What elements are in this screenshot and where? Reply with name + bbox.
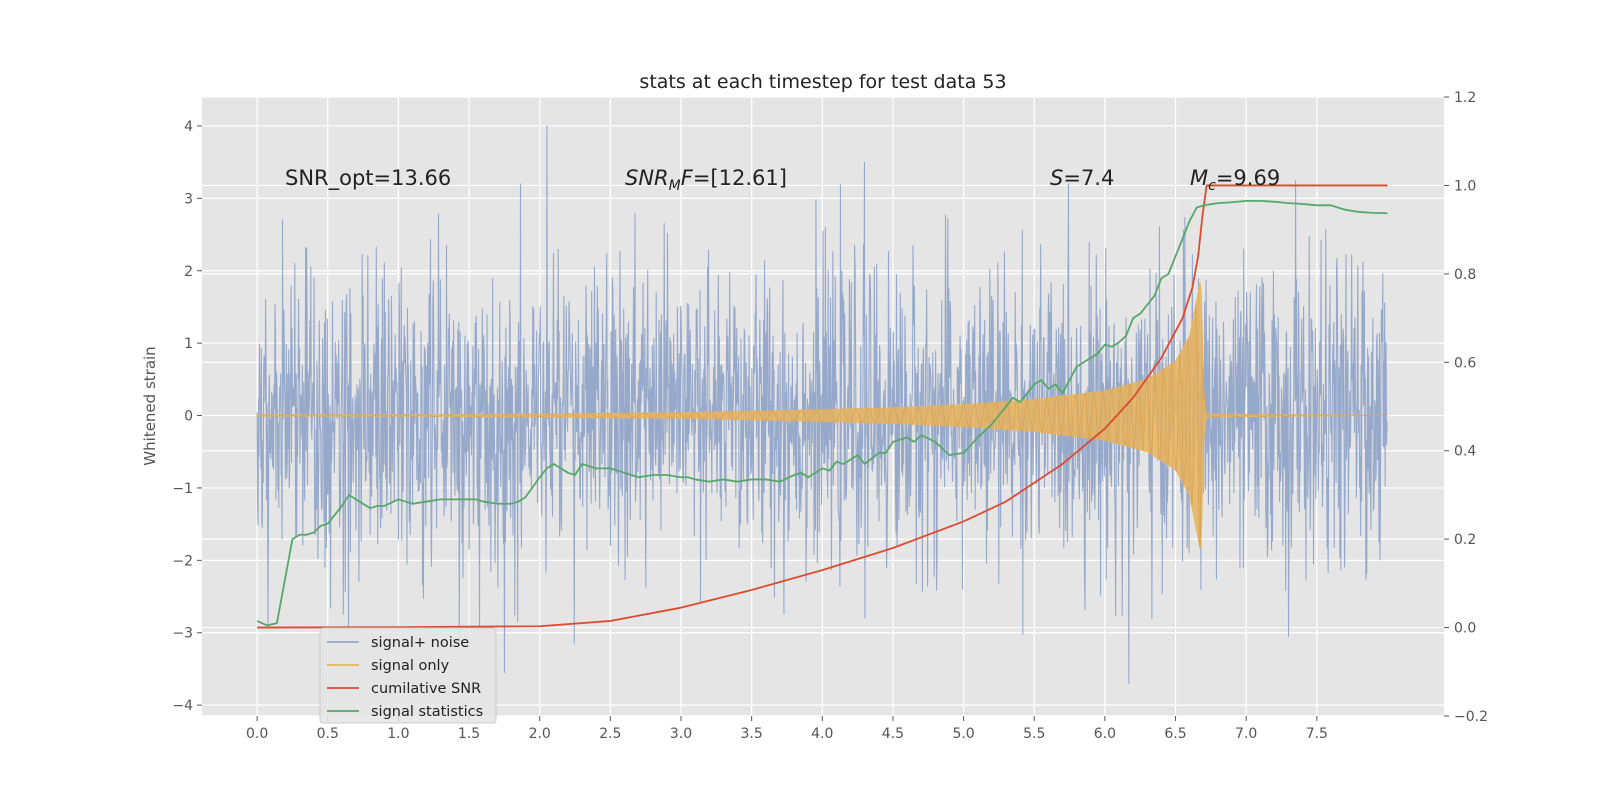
x-tick-label-3: 1.5 xyxy=(458,726,480,742)
legend-label-1: signal only xyxy=(371,658,450,674)
legend: signal+ noise signal only cumilative SNR si… xyxy=(319,627,497,724)
y-tick-label-5: 1 xyxy=(184,336,193,352)
legend-label-3: signal statistics xyxy=(371,704,483,720)
series-signal-statistics-line xyxy=(256,200,1388,627)
legend-box xyxy=(319,627,497,724)
legend-label-0: signal+ noise xyxy=(371,635,469,651)
y-tick-label-0: −4 xyxy=(172,698,193,714)
y2-tick-label-2: 0.2 xyxy=(1454,532,1476,548)
legend-label-2: cumilative SNR xyxy=(371,681,481,697)
y-tick-label-3: −1 xyxy=(172,481,193,497)
x-tick-label-9: 4.5 xyxy=(882,726,904,742)
x-tick-label-4: 2.0 xyxy=(529,726,551,742)
y-tick-label-8: 4 xyxy=(184,119,193,135)
x-tick-label-2: 1.0 xyxy=(387,726,409,742)
y-tick-label-1: −3 xyxy=(172,626,193,642)
ticks: 0.0 0.5 1.0 1.5 2.0 2.5 3.0 3.5 4.0 4.5 5.0 5.5 6.0 6… xyxy=(172,90,1488,742)
x-tick-label-13: 6.5 xyxy=(1164,726,1186,742)
series-cumulative-snr-line xyxy=(257,184,1388,629)
x-tick-label-7: 3.5 xyxy=(741,726,763,742)
annotation-1-rest-italic: F xyxy=(681,166,694,190)
y-tick-label-6: 2 xyxy=(184,264,193,280)
x-tick-label-10: 5.0 xyxy=(952,726,974,742)
x-tick-label-14: 7.0 xyxy=(1235,726,1257,742)
annotation-1-sub: M xyxy=(669,178,681,194)
y2-tick-label-3: 0.4 xyxy=(1454,444,1476,460)
annotation-3-main: M xyxy=(1190,166,1208,190)
annotation-2-rest: =7.4 xyxy=(1063,166,1114,190)
y-tick-label-7: 3 xyxy=(184,191,193,207)
annotation-0: SNR_opt=13.66 xyxy=(285,166,451,191)
annotation-1-rest-plain: =[12.61] xyxy=(693,166,787,190)
x-tick-label-11: 5.5 xyxy=(1023,726,1045,742)
series-signal-only-line xyxy=(257,304,1388,547)
data-layer xyxy=(256,125,1389,684)
y2-tick-label-1: 0.0 xyxy=(1454,621,1476,637)
x-tick-label-5: 2.5 xyxy=(599,726,621,742)
y-tick-label-2: −2 xyxy=(172,553,193,569)
annotation-2-main: S xyxy=(1050,166,1063,190)
y-tick-label-4: 0 xyxy=(184,409,193,425)
annotation-3-rest: =9.69 xyxy=(1216,166,1280,190)
x-tick-label-8: 4.0 xyxy=(811,726,833,742)
annotation-2: S=7.4 xyxy=(1050,166,1114,190)
annotation-1: SNRMF=[12.61] xyxy=(625,166,787,194)
y2-tick-label-7: 1.2 xyxy=(1454,90,1476,106)
annotation-3: Mc=9.69 xyxy=(1190,166,1280,194)
x-tick-label-1: 0.5 xyxy=(317,726,339,742)
annotation-3-sub: c xyxy=(1208,178,1216,194)
chart-title: stats at each timestep for test data 53 xyxy=(639,71,1006,93)
annotation-1-main: SNR xyxy=(625,166,669,190)
y2-tick-label-6: 1.0 xyxy=(1454,178,1476,194)
x-tick-label-12: 6.0 xyxy=(1094,726,1116,742)
x-tick-label-15: 7.5 xyxy=(1306,726,1328,742)
y2-tick-label-5: 0.8 xyxy=(1454,267,1476,283)
y2-tick-label-0: −0.2 xyxy=(1454,709,1488,725)
y-axis-label: Whitened strain xyxy=(141,346,159,465)
annotations: SNR_opt=13.66 SNRMF=[12.61] S=7.4 Mc=9.69 xyxy=(285,166,1280,194)
x-tick-label-0: 0.0 xyxy=(246,726,268,742)
x-tick-label-6: 3.0 xyxy=(670,726,692,742)
annotation-1-rest: F=[12.61] xyxy=(681,166,787,190)
y2-tick-label-4: 0.6 xyxy=(1454,355,1476,371)
